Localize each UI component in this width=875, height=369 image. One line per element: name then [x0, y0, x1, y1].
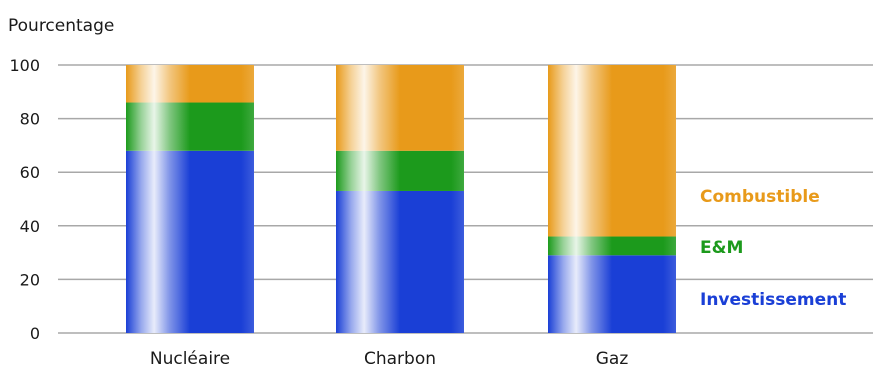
y-axis-label: Pourcentage — [8, 16, 114, 36]
y-tick-40: 40 — [20, 217, 40, 236]
y-tick-0: 0 — [30, 324, 40, 343]
x-tick-gaz: Gaz — [596, 349, 629, 369]
bar-gaz-investissement — [548, 255, 676, 333]
bar-charbon-e-m — [336, 150, 464, 191]
x-tick-nucleaire: Nucléaire — [150, 349, 230, 369]
bar-nucleaire-e-m — [126, 102, 254, 151]
y-tick-60: 60 — [20, 163, 40, 182]
y-tick-20: 20 — [20, 270, 40, 289]
y-tick-labels: 0 20 40 60 80 100 — [9, 56, 40, 343]
bar-charbon-investissement — [336, 190, 464, 333]
bars — [126, 65, 676, 333]
bar-gaz-e-m — [548, 236, 676, 256]
bar-nucleaire-combustible — [126, 65, 254, 103]
legend: Investissement E&M Combustible — [700, 187, 846, 310]
bar-charbon-combustible — [336, 65, 464, 151]
legend-combustible: Combustible — [700, 187, 820, 207]
bar-nucleaire-investissement — [126, 150, 254, 333]
legend-investissement: Investissement — [700, 290, 846, 310]
legend-e-m: E&M — [700, 238, 743, 258]
y-tick-80: 80 — [20, 110, 40, 129]
x-tick-labels: Nucléaire Charbon Gaz — [150, 349, 628, 369]
x-tick-charbon: Charbon — [364, 349, 436, 369]
bar-gaz-combustible — [548, 65, 676, 237]
y-tick-100: 100 — [9, 56, 40, 75]
